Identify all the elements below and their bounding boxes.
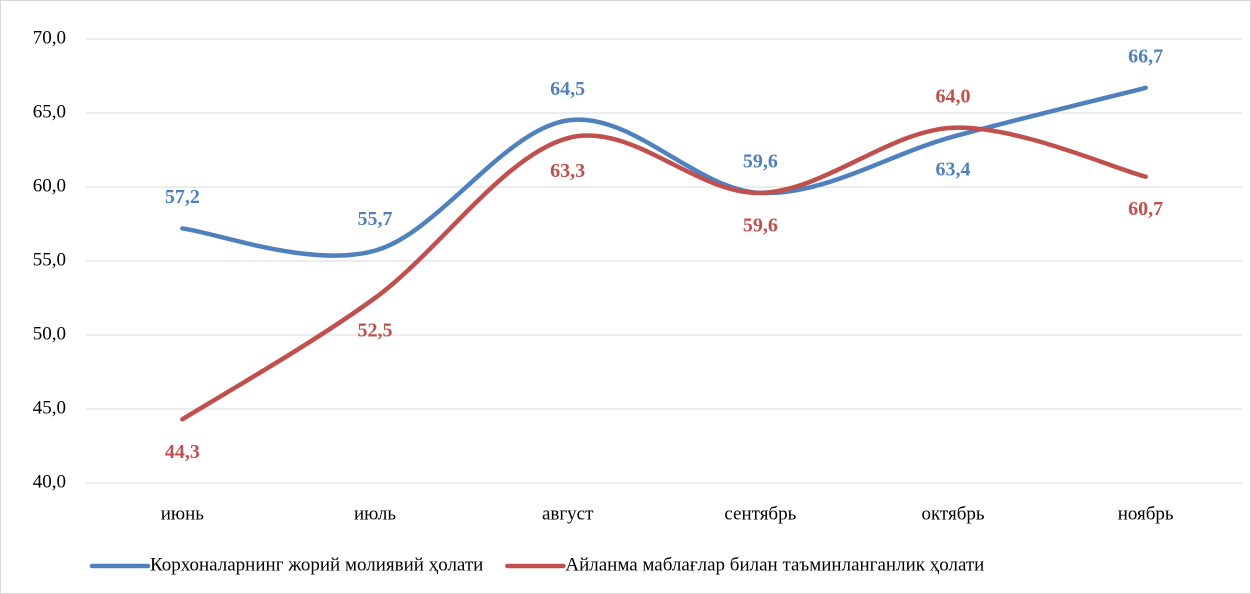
data-label: 63,4 — [936, 158, 971, 180]
data-label: 66,7 — [1128, 45, 1163, 67]
y-tick-label: 65,0 — [33, 101, 66, 122]
data-label: 55,7 — [358, 208, 393, 230]
y-tick-label: 60,0 — [33, 175, 66, 196]
y-tick-label: 40,0 — [33, 471, 66, 492]
data-label: 59,6 — [743, 215, 778, 237]
data-label: 64,0 — [936, 85, 971, 107]
x-tick-label: июнь — [161, 503, 205, 524]
y-tick-label: 55,0 — [33, 249, 66, 270]
legend-label: Корхоналарнинг жорий молиявий ҳолати — [150, 554, 483, 575]
line-series — [180, 125, 1148, 422]
data-label: 44,3 — [165, 441, 200, 463]
data-label: 64,5 — [550, 78, 585, 100]
x-tick-label: октябрь — [921, 503, 984, 524]
x-tick-label: август — [542, 503, 594, 524]
data-label: 57,2 — [165, 186, 200, 208]
data-label: 52,5 — [358, 320, 393, 342]
y-tick-label: 50,0 — [33, 323, 66, 344]
line-series — [180, 85, 1148, 258]
x-tick-label: сентябрь — [724, 503, 796, 524]
data-label: 63,3 — [550, 160, 585, 182]
x-tick-label: ноябрь — [1118, 503, 1174, 524]
legend-label: Айланма маблағлар билан таъминланганлик … — [565, 554, 984, 575]
y-tick-label: 70,0 — [33, 27, 66, 48]
data-label: 60,7 — [1128, 198, 1163, 220]
data-label: 59,6 — [743, 151, 778, 173]
x-tick-label: июль — [354, 503, 396, 524]
y-tick-label: 45,0 — [33, 397, 66, 418]
